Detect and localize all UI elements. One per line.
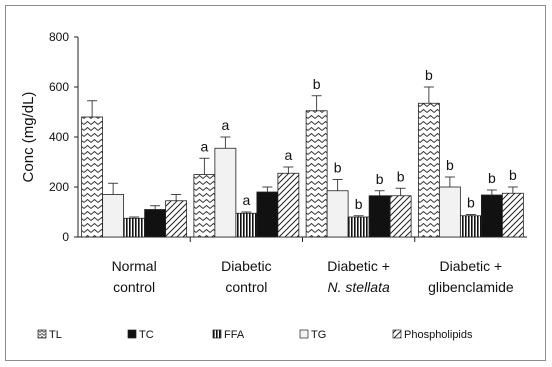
- bar-tc-1: [256, 191, 279, 238]
- bar-phospholipids-1: [277, 172, 300, 238]
- bar-ffa-0: [123, 217, 146, 238]
- y-tick-label: 800: [49, 30, 69, 44]
- legend-label-phospholipids: Phospholipids: [404, 329, 473, 341]
- significance-label: b: [467, 195, 475, 211]
- category-labels: Normal control Diabetic control Diabetic + N.…: [112, 258, 514, 295]
- y-tick-label: 0: [62, 230, 69, 244]
- bar-phospholipids-2: [389, 195, 412, 238]
- significance-label: b: [397, 168, 405, 184]
- bar-tg-3: [438, 186, 461, 238]
- bar-tl-3: [417, 102, 440, 238]
- category-label-line2: control: [225, 279, 267, 295]
- legend-swatch-tl: [37, 329, 47, 339]
- significance-label: a: [221, 117, 229, 133]
- bar-phospholipids-0: [165, 200, 188, 238]
- legend-swatch-tc: [127, 329, 137, 339]
- bar-ffa-3: [459, 215, 482, 238]
- legend-swatch-tg: [299, 329, 309, 339]
- significance-label: b: [446, 157, 454, 173]
- bar-tg-2: [326, 190, 349, 238]
- category-label-line2: N. stellata: [328, 279, 390, 295]
- significance-label: b: [376, 171, 384, 187]
- category-label-line1: Diabetic: [221, 258, 272, 274]
- bar-phospholipids-3: [501, 192, 524, 238]
- bar-tl-0: [81, 116, 104, 238]
- bar-tc-2: [368, 195, 391, 238]
- bar-tg-0: [102, 194, 125, 238]
- bar-tc-3: [480, 194, 503, 238]
- legend: TL TC FFA TG Phospholipids: [37, 329, 473, 341]
- significance-label: b: [509, 167, 517, 183]
- legend-label-tc: TC: [139, 329, 154, 341]
- bar-ffa-2: [347, 216, 370, 238]
- bar-tl-1: [193, 174, 216, 238]
- y-tick-label: 200: [49, 180, 69, 194]
- significance-label: b: [488, 170, 496, 186]
- significance-label: a: [200, 138, 208, 154]
- category-label-line2: control: [113, 279, 155, 295]
- legend-label-tg: TG: [311, 329, 326, 341]
- category-label-line1: Normal: [112, 258, 157, 274]
- category-label-line1: Diabetic +: [327, 258, 390, 274]
- significance-label: b: [334, 160, 342, 176]
- y-tick-label: 600: [49, 80, 69, 94]
- category-label-line1: Diabetic +: [440, 258, 503, 274]
- legend-label-tl: TL: [49, 329, 62, 341]
- y-axis-label: Conc (mg/dL): [20, 92, 37, 183]
- bar-tc-0: [144, 209, 167, 238]
- significance-label: b: [313, 76, 321, 92]
- significance-label: a: [284, 147, 292, 163]
- y-tick-label: 400: [49, 130, 69, 144]
- legend-swatch-phospholipids: [392, 329, 402, 339]
- significance-label: a: [242, 192, 250, 208]
- chart-frame: [5, 5, 546, 361]
- legend-label-ffa: FFA: [224, 329, 245, 341]
- bar-tg-1: [214, 147, 237, 238]
- significance-label: b: [425, 67, 433, 83]
- bar-tl-2: [305, 110, 328, 238]
- bar-ffa-1: [235, 212, 258, 238]
- legend-swatch-ffa: [212, 329, 222, 339]
- category-label-line2: glibenclamide: [428, 279, 514, 295]
- significance-label: b: [355, 196, 363, 212]
